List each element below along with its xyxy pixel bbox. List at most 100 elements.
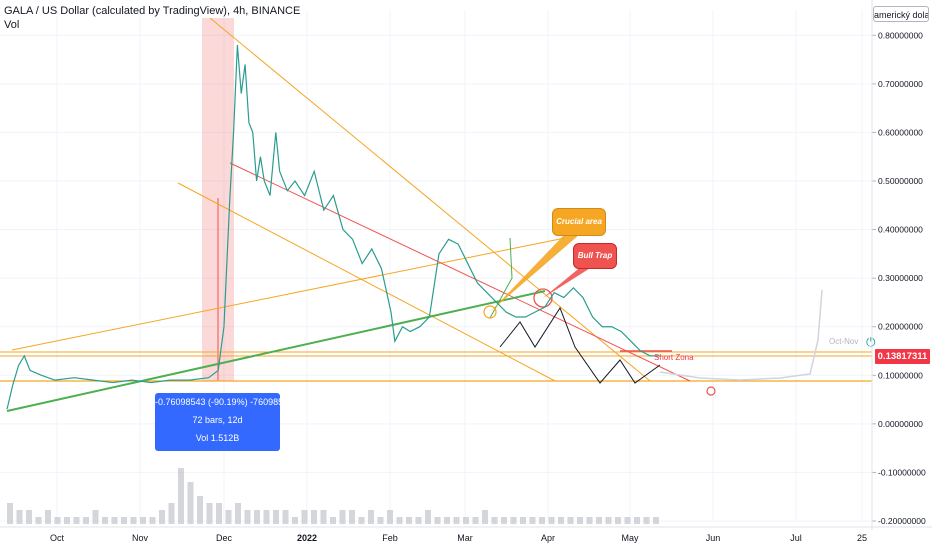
volume-bar	[197, 496, 203, 524]
x-tick-label: Jun	[706, 533, 721, 543]
volume-bar	[168, 503, 175, 524]
volume-bar	[206, 503, 213, 524]
volume-bar	[64, 517, 70, 524]
volume-bar	[358, 517, 365, 524]
volume-bar	[510, 517, 517, 524]
volume-bar	[643, 517, 650, 524]
volume-bar	[577, 517, 583, 524]
y-tick-label: 0.40000000	[878, 225, 923, 235]
volume-bar	[520, 517, 526, 524]
chart-header: GALA / US Dollar (calculated by TradingV…	[4, 4, 300, 32]
bull-trap-callout[interactable]: Bull Trap	[573, 243, 617, 269]
volume-bar	[301, 510, 308, 524]
volume-bar	[178, 468, 184, 524]
volume-bar	[54, 517, 61, 524]
volume-bar	[244, 510, 251, 524]
volume-bar	[406, 517, 412, 524]
volume-bar	[273, 510, 279, 524]
crucial-area-callout[interactable]: Crucial area	[552, 208, 606, 236]
volume-bar	[453, 517, 460, 524]
volume-bar	[444, 517, 450, 524]
short-zona-label: Short Zona	[654, 353, 694, 362]
x-tick-label: May	[621, 533, 639, 543]
crucial-circle	[483, 305, 497, 319]
volume-bar	[567, 517, 574, 524]
x-tick-label: Nov	[132, 533, 149, 543]
y-tick-label: 0.70000000	[878, 79, 923, 89]
volume-bar	[26, 510, 32, 524]
measure-bars: 72 bars, 12d	[192, 415, 243, 425]
volume-bar	[548, 517, 555, 524]
measure-tooltip: -0.76098543 (-90.19%) -76098543 72 bars,…	[155, 393, 294, 451]
volume-bar	[130, 517, 137, 524]
volume-bar	[7, 503, 13, 524]
volume-bar	[121, 517, 127, 524]
volume-bar	[254, 510, 260, 524]
x-tick-label: Feb	[382, 533, 398, 543]
volume-bar	[292, 517, 298, 524]
x-tick-label: Apr	[541, 533, 555, 543]
volume-bar	[434, 517, 441, 524]
volume-bar	[653, 517, 659, 524]
currency-button[interactable]: americký dolar	[873, 6, 929, 22]
y-tick-label: 0.50000000	[878, 176, 923, 186]
power-icon[interactable]: ⏻	[866, 335, 876, 349]
volume-bar	[472, 517, 479, 524]
time-axis[interactable]: Oct Nov Dec 2022 Feb Mar Apr May Jun Jul 25	[0, 526, 932, 543]
x-tick-label: 2022	[297, 533, 317, 543]
volume-bar	[149, 517, 156, 524]
future-path	[659, 289, 823, 381]
volume-bar	[539, 517, 545, 524]
volume-bar	[83, 517, 89, 524]
volume-bar	[225, 510, 232, 524]
volume-bar	[463, 517, 469, 524]
volume-bar	[16, 510, 23, 524]
oct-nov-label: Oct-Nov	[829, 337, 859, 346]
x-tick-label: Dec	[216, 533, 233, 543]
x-tick-label: 25	[857, 533, 867, 543]
orange-trendline	[209, 17, 651, 382]
volume-bar	[634, 517, 640, 524]
y-tick-label: 0.10000000	[878, 370, 923, 380]
x-tick-label: Oct	[50, 533, 65, 543]
gridlines	[0, 10, 872, 522]
volume-bar	[73, 517, 80, 524]
volume-bar	[45, 510, 51, 524]
volume-bar	[282, 510, 289, 524]
volume-bar	[377, 517, 384, 524]
volume-bar	[311, 510, 317, 524]
volume-bar	[102, 517, 108, 524]
y-tick-label: 0.30000000	[878, 273, 923, 283]
volume-bar	[263, 510, 270, 524]
volume-histogram	[7, 468, 659, 524]
volume-bar	[349, 510, 355, 524]
volume-bar	[330, 517, 336, 524]
volume-bar	[482, 510, 488, 524]
measure-change: -0.76098543 (-90.19%) -76098543	[155, 397, 294, 407]
symbol-title[interactable]: GALA / US Dollar (calculated by TradingV…	[4, 5, 301, 17]
volume-bar	[339, 510, 346, 524]
y-tick-label: 0.80000000	[878, 30, 923, 40]
volume-bar	[425, 510, 431, 524]
orange-trendline	[177, 182, 556, 382]
price-series	[6, 44, 660, 410]
volume-bar	[415, 517, 422, 524]
price-axis[interactable]: 0.80000000 0.70000000 0.60000000 0.50000000…	[871, 0, 926, 530]
crucial-pointer	[490, 234, 580, 312]
volume-bar	[320, 510, 327, 524]
x-tick-label: Mar	[457, 533, 473, 543]
volume-bar	[92, 510, 99, 524]
green-trendline	[6, 290, 546, 412]
volume-bar	[35, 517, 42, 524]
x-tick-label: Jul	[790, 533, 802, 543]
volume-bar	[235, 503, 241, 524]
volume-label[interactable]: Vol	[4, 19, 20, 31]
volume-bar	[111, 517, 118, 524]
volume-bar	[624, 517, 631, 524]
measure-volume: Vol 1.512B	[195, 433, 240, 443]
current-price-badge: 0.13817311	[875, 349, 930, 364]
trend-drawings	[0, 17, 872, 412]
red-trendline	[229, 162, 691, 382]
volume-bar	[558, 517, 564, 524]
